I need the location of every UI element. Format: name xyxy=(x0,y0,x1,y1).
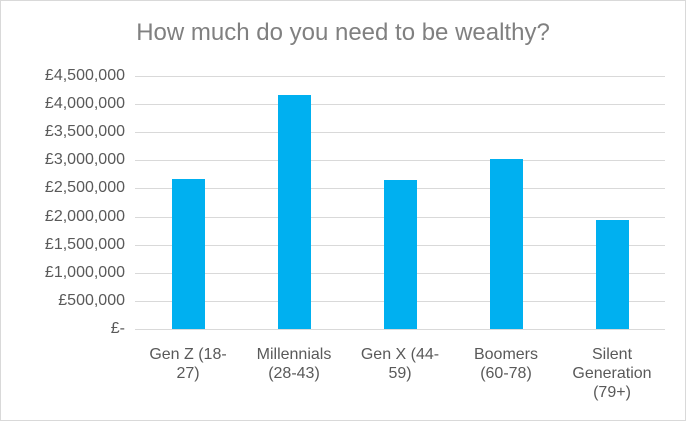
grid-line xyxy=(135,160,665,162)
grid-line xyxy=(135,76,665,77)
y-tick-label: £4,000,000 xyxy=(44,95,125,113)
bar xyxy=(277,95,311,329)
grid-line xyxy=(135,132,665,134)
y-tick-label: £4,500,000 xyxy=(44,67,125,84)
y-tick-label: £1,500,000 xyxy=(44,235,125,253)
y-tick-label: £2,000,000 xyxy=(44,207,125,225)
x-tick-label: Gen Z (18-27) xyxy=(149,346,227,382)
chart-title: How much do you need to be wealthy? xyxy=(136,19,550,46)
y-tick-label: £500,000 xyxy=(58,291,125,309)
bar xyxy=(595,219,629,329)
y-tick-label: £3,000,000 xyxy=(44,151,125,169)
x-tick-label: Boomers (60-78) xyxy=(473,346,539,382)
y-tick-label: £2,500,000 xyxy=(44,179,125,197)
bar xyxy=(489,159,523,329)
x-tick-label: Millennials (28-43) xyxy=(256,346,332,382)
grid-line xyxy=(135,329,665,330)
y-tick-label: £3,500,000 xyxy=(44,123,125,141)
y-tick-label: £- xyxy=(110,320,125,337)
x-tick-label: Gen X (44-59) xyxy=(360,346,440,382)
x-tick-label: Silent Generation (79+) xyxy=(572,346,652,401)
bar xyxy=(171,178,205,329)
bar xyxy=(383,180,417,329)
grid-line xyxy=(135,104,665,106)
y-tick-label: £1,000,000 xyxy=(44,263,125,281)
